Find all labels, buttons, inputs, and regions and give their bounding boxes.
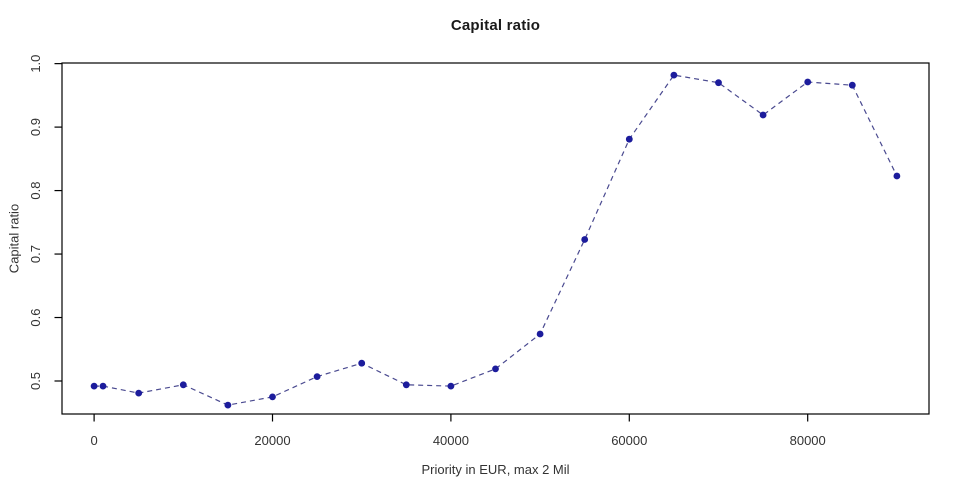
data-point <box>90 382 98 390</box>
y-tick-label: 0.9 <box>28 118 43 136</box>
series-line <box>94 74 898 406</box>
data-point <box>581 236 589 243</box>
data-point <box>625 135 633 143</box>
y-tick-label: 1.0 <box>28 55 43 73</box>
data-point <box>670 71 678 79</box>
x-tick-label: 20000 <box>254 433 290 448</box>
data-point <box>447 382 455 390</box>
y-tick-label: 0.6 <box>28 308 43 326</box>
data-point <box>402 381 410 389</box>
y-tick-label: 0.5 <box>28 372 43 390</box>
x-tick-label: 60000 <box>611 433 647 448</box>
x-axis-label: Priority in EUR, max 2 Mil <box>421 462 570 477</box>
data-point <box>179 381 187 389</box>
data-point <box>715 79 722 87</box>
x-tick-label: 0 <box>90 433 97 448</box>
data-point <box>492 365 499 373</box>
data-point <box>804 78 812 86</box>
data-point <box>358 359 366 367</box>
data-point <box>313 373 321 380</box>
data-point <box>99 382 107 390</box>
data-point <box>269 393 276 401</box>
data-point <box>224 401 232 409</box>
y-tick-label: 0.7 <box>28 245 43 263</box>
plot-box <box>61 62 930 415</box>
data-point <box>135 389 143 397</box>
data-point <box>848 81 856 89</box>
data-point <box>536 330 544 338</box>
data-point <box>893 172 901 180</box>
y-tick-label: 0.8 <box>28 182 43 200</box>
x-tick-label: 40000 <box>433 433 469 448</box>
x-tick-label: 80000 <box>790 433 826 448</box>
chart-title: Capital ratio <box>450 17 541 34</box>
data-point <box>759 111 767 119</box>
